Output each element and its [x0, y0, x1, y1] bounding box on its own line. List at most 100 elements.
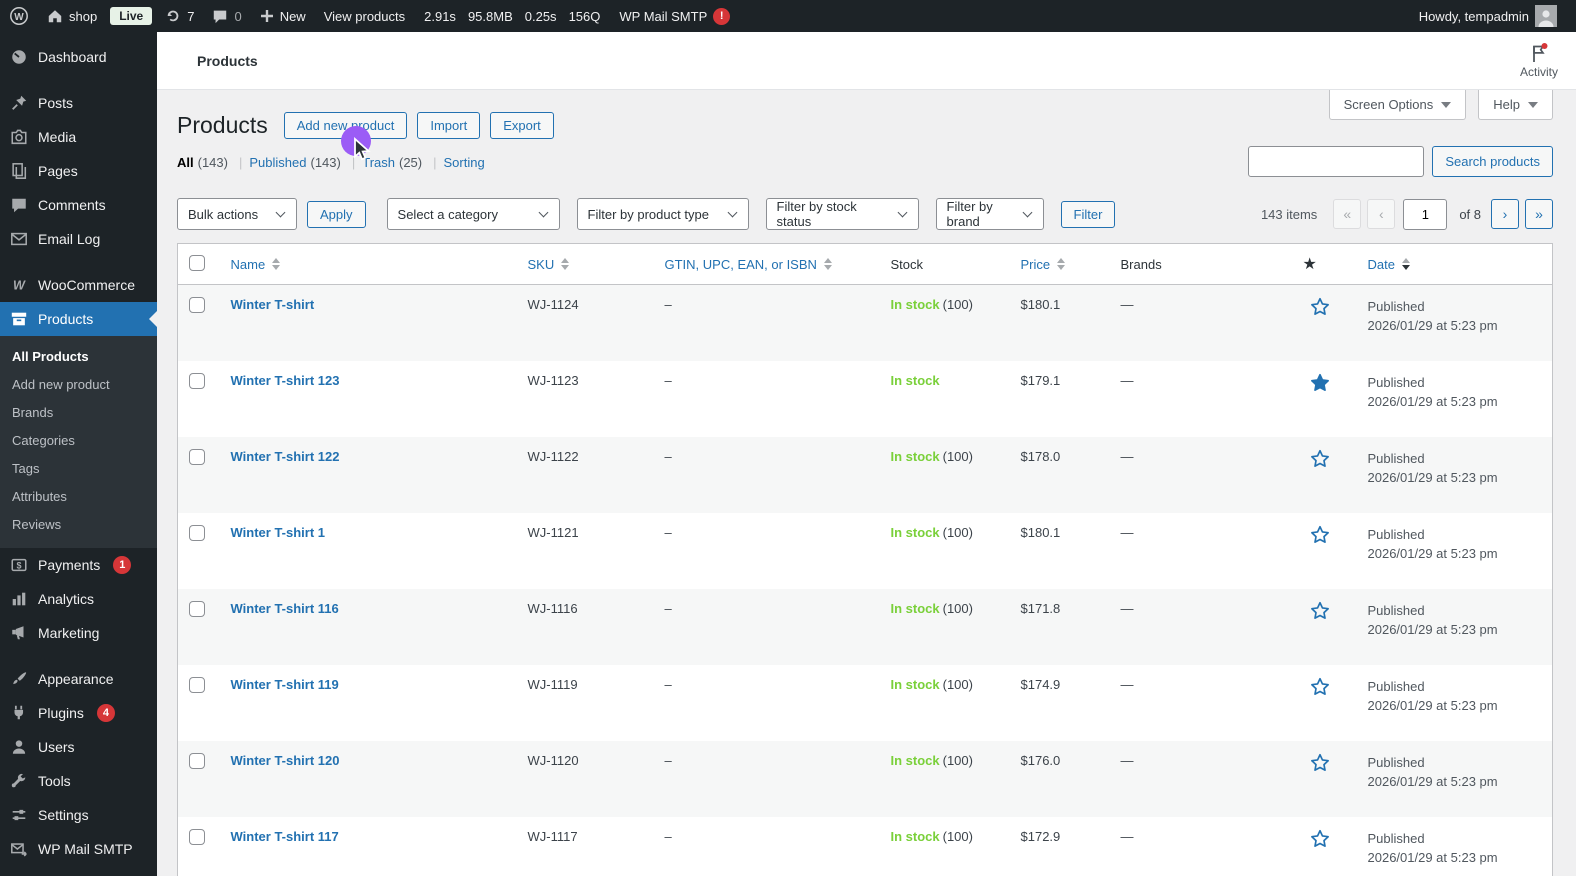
- activity-button[interactable]: Activity: [1520, 42, 1558, 79]
- select-all-checkbox[interactable]: [189, 254, 205, 271]
- view-trash[interactable]: Trash: [362, 155, 395, 170]
- product-name-link[interactable]: Winter T-shirt 116: [230, 600, 339, 616]
- sort-by-date[interactable]: Date: [1368, 255, 1410, 274]
- view-all[interactable]: All: [177, 155, 194, 170]
- sidebar-item-users[interactable]: Users: [0, 730, 157, 764]
- sort-by-gtin[interactable]: GTIN, UPC, EAN, or ISBN: [665, 257, 832, 272]
- product-name-link[interactable]: Winter T-shirt 1: [230, 524, 326, 540]
- chevron-down-icon: [897, 207, 907, 218]
- price-value: $174.9: [1020, 676, 1061, 692]
- price-value: $176.0: [1020, 752, 1061, 768]
- publish-status: Published: [1367, 374, 1425, 390]
- wordpress-logo-menu[interactable]: W: [0, 0, 38, 32]
- submenu-all-products[interactable]: All Products: [12, 349, 89, 364]
- search-products-button[interactable]: Search products: [1432, 146, 1553, 177]
- featured-star-icon[interactable]: [1310, 677, 1330, 696]
- row-checkbox[interactable]: [189, 372, 205, 389]
- items-count: 143 items: [1260, 206, 1318, 222]
- submenu-attributes[interactable]: Attributes: [12, 489, 67, 504]
- featured-star-icon[interactable]: [1310, 449, 1330, 468]
- sort-by-sku[interactable]: SKU: [528, 257, 570, 272]
- sidebar-item-comments[interactable]: Comments: [0, 188, 157, 222]
- featured-star-icon[interactable]: [1310, 525, 1330, 544]
- product-name-link[interactable]: Winter T-shirt: [230, 297, 315, 312]
- sidebar-item-woocommerce[interactable]: W WooCommerce: [0, 268, 157, 302]
- submenu-reviews[interactable]: Reviews: [12, 517, 62, 532]
- row-checkbox[interactable]: [189, 828, 205, 845]
- featured-star-icon[interactable]: [1310, 601, 1330, 620]
- comment-bubble-icon: [214, 10, 227, 24]
- stock-status-filter-select[interactable]: Filter by stock status: [765, 198, 919, 230]
- my-account-menu[interactable]: Howdy, tempadmin: [1410, 5, 1566, 27]
- row-checkbox[interactable]: [189, 448, 205, 465]
- new-content-menu[interactable]: New: [251, 0, 315, 32]
- bulk-actions-select[interactable]: Bulk actions: [177, 198, 297, 230]
- sidebar-item-posts[interactable]: Posts: [0, 86, 157, 120]
- submenu-brands[interactable]: Brands: [12, 405, 54, 420]
- sidebar-item-appearance[interactable]: Appearance: [0, 662, 157, 696]
- stock-quantity: (100): [942, 752, 973, 768]
- product-type-filter-select[interactable]: Filter by product type: [576, 198, 749, 230]
- product-name-link[interactable]: Winter T-shirt 123: [230, 372, 340, 388]
- next-page-button[interactable]: ›: [1491, 199, 1519, 229]
- row-checkbox[interactable]: [189, 676, 205, 693]
- wp-mail-smtp-menu[interactable]: WP Mail SMTP !: [610, 0, 739, 32]
- view-published[interactable]: Published: [249, 155, 307, 170]
- wordpress-logo-icon: W: [10, 7, 28, 25]
- submenu-add-new-product[interactable]: Add new product: [12, 377, 110, 392]
- megaphone-icon: [9, 624, 29, 642]
- screen-options-tab[interactable]: Screen Options: [1328, 90, 1467, 120]
- featured-star-icon[interactable]: [1310, 753, 1330, 772]
- chevron-down-icon: [1022, 207, 1032, 218]
- row-checkbox[interactable]: [189, 600, 205, 617]
- apply-button[interactable]: Apply: [307, 200, 366, 228]
- first-page-button[interactable]: «: [1333, 199, 1362, 229]
- row-checkbox[interactable]: [189, 297, 205, 313]
- sidebar-item-pages[interactable]: Pages: [0, 154, 157, 188]
- sidebar-item-products[interactable]: Products: [0, 302, 157, 336]
- sidebar-item-plugins[interactable]: Plugins 4: [0, 696, 157, 730]
- current-page-input[interactable]: [1403, 198, 1448, 230]
- view-products-link[interactable]: View products: [315, 0, 414, 32]
- sidebar-item-email-log[interactable]: Email Log: [0, 222, 157, 256]
- brands-value: —: [1120, 297, 1134, 312]
- query-monitor-stats[interactable]: 2.91s 95.8MB 0.25s 156Q: [414, 9, 610, 24]
- row-checkbox[interactable]: [189, 752, 205, 769]
- filter-button[interactable]: Filter: [1060, 200, 1116, 228]
- sidebar-item-analytics[interactable]: Analytics: [0, 582, 157, 616]
- sidebar-item-settings[interactable]: Settings: [0, 798, 157, 832]
- sidebar-item-tools[interactable]: Tools: [0, 764, 157, 798]
- help-tab[interactable]: Help: [1478, 90, 1553, 120]
- brand-filter-select[interactable]: Filter by brand: [935, 198, 1044, 230]
- price-value: $180.1: [1020, 524, 1061, 540]
- prev-page-button[interactable]: ‹: [1367, 199, 1396, 229]
- featured-star-icon[interactable]: [1310, 297, 1330, 316]
- brands-value: —: [1120, 448, 1134, 464]
- export-button[interactable]: Export: [490, 112, 554, 139]
- view-sorting[interactable]: Sorting: [443, 155, 485, 170]
- product-name-link[interactable]: Winter T-shirt 122: [230, 448, 340, 464]
- import-button[interactable]: Import: [417, 112, 481, 139]
- sort-by-name[interactable]: Name: [231, 257, 281, 272]
- product-name-link[interactable]: Winter T-shirt 120: [230, 752, 340, 768]
- sidebar-item-dashboard[interactable]: Dashboard: [0, 40, 157, 74]
- site-name-link[interactable]: shop: [38, 0, 106, 32]
- sidebar-item-marketing[interactable]: Marketing: [0, 616, 157, 650]
- featured-star-icon[interactable]: [1310, 373, 1330, 392]
- product-name-link[interactable]: Winter T-shirt 119: [230, 676, 339, 692]
- sidebar-item-media[interactable]: Media: [0, 120, 157, 154]
- sort-by-price[interactable]: Price: [1021, 257, 1066, 272]
- category-filter-select[interactable]: Select a category: [386, 198, 560, 230]
- search-input[interactable]: [1248, 146, 1425, 177]
- comments-link[interactable]: 0: [203, 0, 250, 32]
- sidebar-item-wp-mail-smtp[interactable]: WP Mail SMTP: [0, 832, 157, 866]
- updates-link[interactable]: 7: [156, 0, 203, 32]
- last-page-button[interactable]: »: [1525, 199, 1553, 229]
- product-name-link[interactable]: Winter T-shirt 117: [230, 828, 339, 844]
- submenu-categories[interactable]: Categories: [12, 433, 75, 448]
- row-checkbox[interactable]: [189, 524, 205, 541]
- sidebar-item-payments[interactable]: $ Payments 1: [0, 548, 157, 582]
- table-row: Winter T-shirt 116 WJ-1116 – In stock (10…: [177, 588, 1553, 665]
- featured-star-icon[interactable]: [1310, 829, 1330, 848]
- submenu-tags[interactable]: Tags: [12, 461, 40, 476]
